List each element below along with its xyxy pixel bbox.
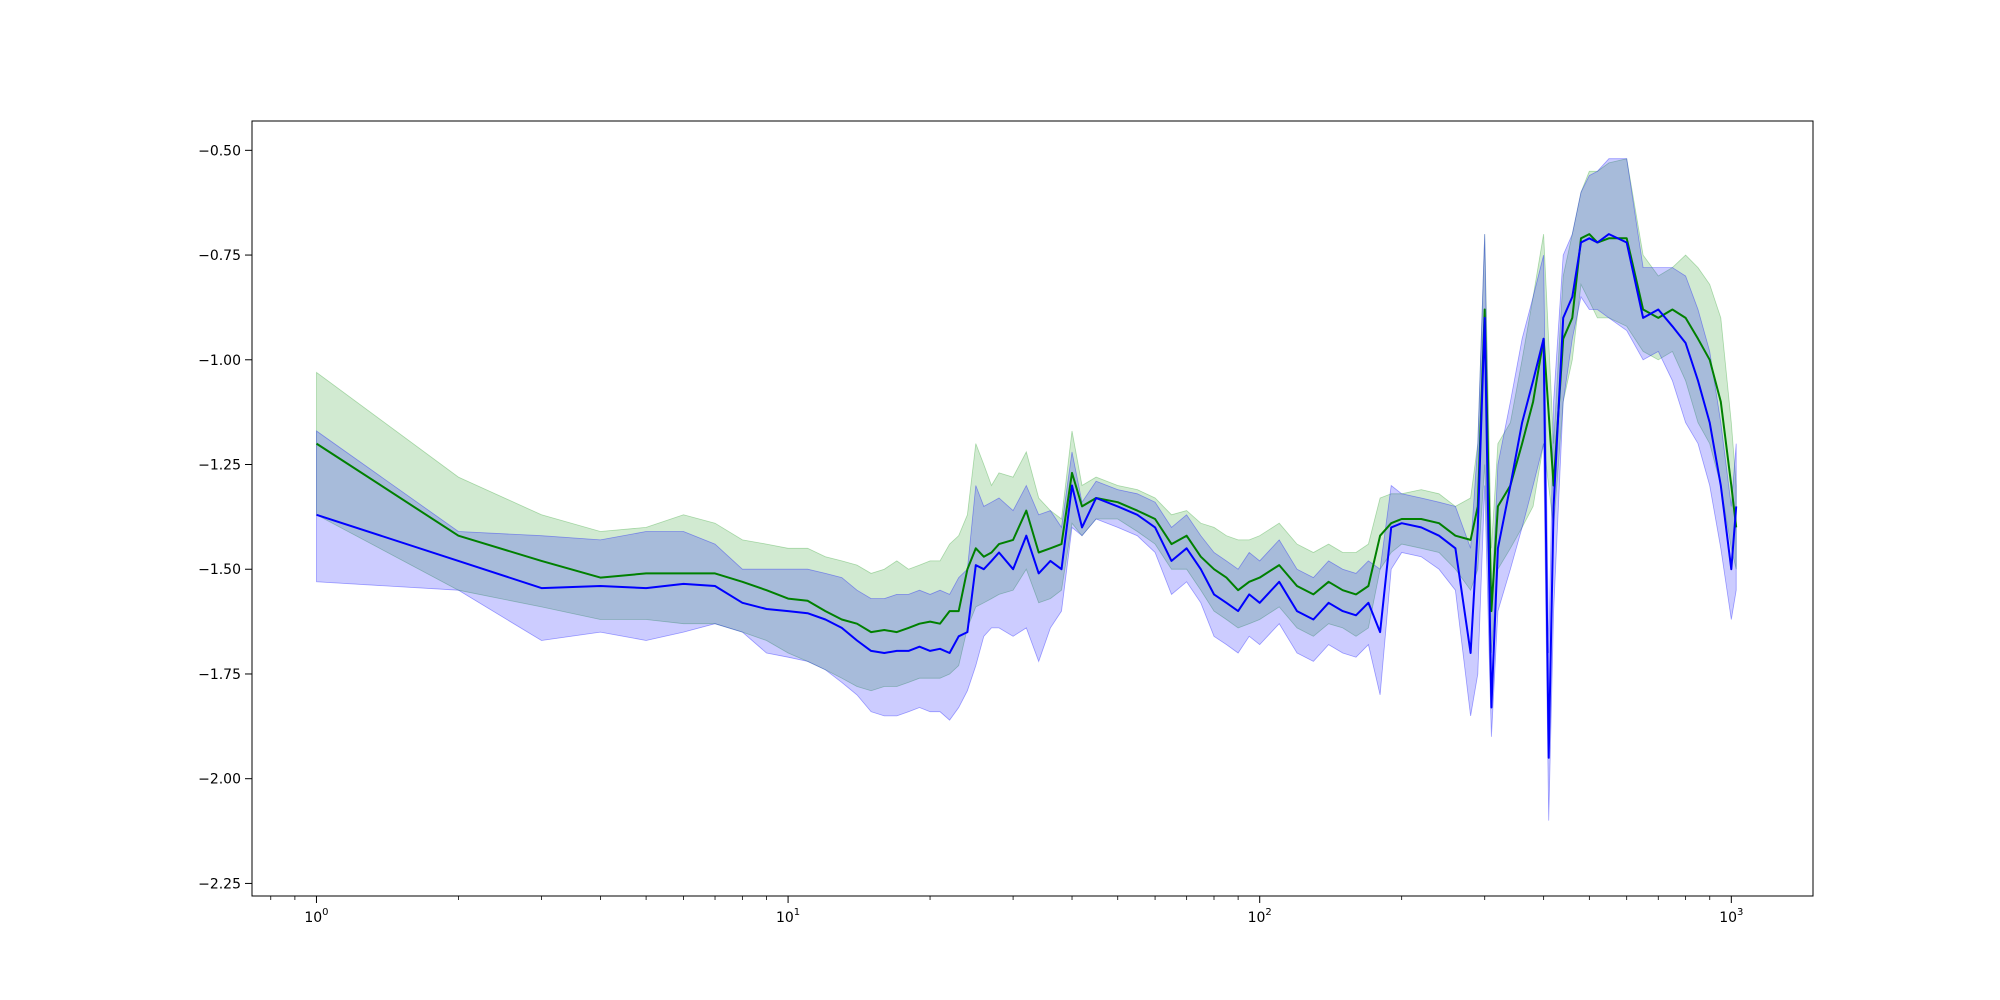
y-tick-label: −1.50: [198, 562, 241, 578]
x-tick-label-base: 10: [776, 910, 794, 926]
series-lines: [315, 233, 1738, 759]
y-tick-label: −1.00: [198, 353, 241, 369]
y-axis: −0.50 −0.75 −1.00 −1.25 −1.50 −1.75 −2.00 −2.25: [198, 143, 252, 892]
y-tick-label: −0.50: [198, 143, 241, 159]
x-tick-label: 101: [776, 907, 800, 926]
x-tick-label: 100: [304, 907, 328, 926]
y-tick-label: −2.25: [198, 876, 241, 892]
series-2-line: [316, 233, 1738, 759]
x-tick-label-exponent: 3: [1737, 907, 1743, 918]
plot-area-frame: [251, 120, 1814, 897]
x-tick-label: 102: [1248, 907, 1272, 926]
x-tick-label: 103: [1719, 907, 1743, 926]
x-tick-label-base: 10: [1248, 910, 1266, 926]
x-tick-label-base: 10: [304, 910, 322, 926]
series-2-band: [316, 158, 1737, 821]
series-1-line: [315, 233, 1738, 634]
y-tick-label: −1.25: [198, 458, 241, 474]
confidence-bands: [316, 158, 1737, 821]
y-tick-label: −2.00: [198, 772, 241, 788]
y-tick-label: −1.75: [198, 667, 241, 683]
x-tick-label-base: 10: [1719, 910, 1737, 926]
y-tick-label: −0.75: [198, 248, 241, 264]
x-tick-label-exponent: 2: [1265, 907, 1271, 918]
x-tick-label-exponent: 1: [794, 907, 800, 918]
series-1-band: [316, 158, 1737, 692]
x-tick-label-exponent: 0: [322, 907, 328, 918]
x-axis: 100 101 102 103: [270, 896, 1743, 926]
